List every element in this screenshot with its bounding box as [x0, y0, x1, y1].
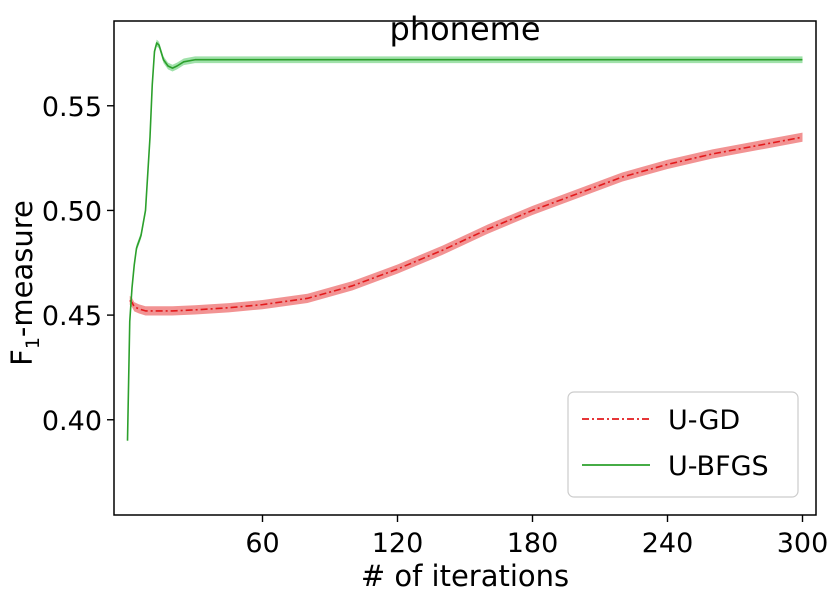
- plot-frame: [113, 20, 817, 516]
- x-tick-label: 300: [777, 528, 829, 559]
- plot-area: [126, 39, 803, 445]
- legend-label: U-GD: [668, 405, 740, 436]
- series-band-u-gd: [129, 132, 803, 316]
- y-axis-title-rest: -measure: [5, 200, 39, 337]
- x-tick-label: 120: [372, 528, 424, 559]
- series-line-u-bfgs: [126, 42, 803, 441]
- y-tick-label: 0.40: [42, 406, 102, 437]
- y-axis-title-subscript: 1: [22, 337, 44, 349]
- legend: U-GD U-BFGS: [567, 391, 799, 498]
- x-tick-label: 180: [507, 528, 559, 559]
- y-tick-label: 0.55: [42, 92, 102, 123]
- x-tick-label: 240: [642, 528, 694, 559]
- legend-box: [567, 391, 799, 498]
- y-tick-label: 0.50: [42, 196, 102, 227]
- y-axis: 0.40 0.45 0.50 0.55: [42, 92, 114, 437]
- x-axis-title: # of iterations: [361, 559, 569, 593]
- series-line-u-gd: [129, 136, 803, 312]
- y-tick-label: 0.45: [42, 301, 102, 332]
- x-axis: 60 120 180 240 300: [245, 515, 828, 559]
- legend-label: U-BFGS: [668, 451, 769, 482]
- y-axis-title-main: F: [5, 349, 39, 366]
- x-tick-label: 60: [245, 528, 279, 559]
- series-u-gd: [129, 132, 803, 316]
- y-axis-title: F1-measure: [5, 200, 44, 366]
- chart-title: phoneme: [390, 10, 541, 48]
- series-u-bfgs: [126, 39, 803, 445]
